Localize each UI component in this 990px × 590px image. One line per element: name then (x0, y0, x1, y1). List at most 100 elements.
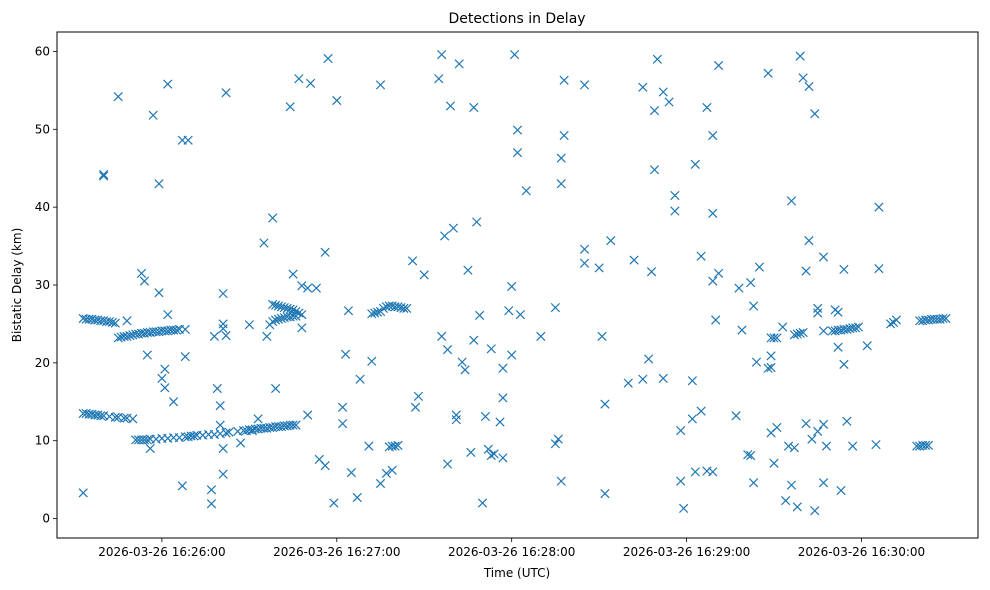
data-point (367, 309, 377, 319)
y-tick-label: 60 (35, 44, 50, 58)
x-tick-label: 2026-03-26 16:27:00 (273, 545, 400, 559)
data-point (842, 416, 852, 426)
data-point (206, 499, 217, 509)
data-point (746, 450, 756, 461)
data-point (413, 391, 424, 401)
data-point (597, 331, 607, 342)
data-point (145, 443, 155, 454)
data-point (658, 87, 668, 97)
data-point (763, 68, 773, 78)
data-point (390, 441, 400, 451)
data-point (606, 236, 616, 246)
data-point (472, 217, 482, 227)
data-point (786, 480, 797, 490)
data-point (410, 402, 421, 412)
data-point (690, 467, 700, 477)
data-point (512, 148, 523, 158)
data-point (646, 267, 657, 277)
data-point (407, 256, 418, 266)
data-point (189, 431, 199, 441)
data-point (498, 453, 508, 463)
data-point (139, 276, 150, 286)
data-point (687, 414, 697, 424)
data-point (218, 323, 228, 334)
data-point (795, 51, 805, 61)
data-point (763, 363, 773, 373)
data-point (445, 101, 456, 111)
data-point (268, 299, 278, 310)
data-point (734, 283, 744, 293)
data-point (853, 322, 864, 332)
data-point (474, 310, 485, 320)
data-point (180, 324, 190, 334)
data-point (340, 349, 351, 359)
data-point (737, 325, 747, 335)
data-point (218, 469, 228, 479)
data-point (148, 110, 158, 120)
data-point (370, 308, 380, 318)
plot-frame (56, 31, 979, 539)
data-point (466, 447, 476, 457)
data-point (273, 314, 284, 324)
data-point (393, 302, 403, 312)
data-point (221, 88, 231, 98)
data-point (804, 81, 814, 92)
data-point (833, 307, 843, 317)
data-point (113, 333, 123, 343)
data-point (460, 365, 470, 375)
data-point (804, 236, 814, 246)
data-point (291, 420, 301, 430)
data-point (670, 190, 680, 201)
data-point (652, 54, 663, 64)
data-point (367, 356, 377, 366)
data-point (498, 363, 508, 373)
data-point (781, 496, 791, 506)
data-point (218, 319, 228, 329)
data-point (171, 325, 182, 335)
data-point (448, 223, 459, 233)
data-point (748, 301, 759, 311)
data-point (818, 326, 829, 336)
data-point (142, 435, 152, 445)
data-point (270, 315, 281, 325)
data-point (160, 364, 170, 374)
data-point (676, 476, 686, 486)
x-tick-label: 2026-03-26 16:30:00 (798, 545, 925, 559)
data-point (504, 306, 514, 316)
data-point (253, 414, 263, 424)
data-point (268, 213, 278, 223)
x-axis: 2026-03-26 16:26:00 2026-03-26 16:27:00 20… (98, 538, 925, 559)
data-point (329, 498, 339, 508)
data-point (265, 320, 275, 330)
data-point (766, 362, 776, 373)
data-point (748, 478, 759, 488)
data-point (848, 441, 858, 451)
data-point (600, 489, 610, 499)
data-point (769, 458, 779, 468)
data-point (276, 313, 287, 324)
data-point (402, 303, 412, 313)
data-point (215, 420, 225, 430)
data-point (320, 247, 330, 257)
data-point (346, 467, 356, 478)
data-point (769, 333, 779, 343)
data-point (579, 258, 590, 268)
data-point (536, 331, 546, 342)
data-point (885, 319, 896, 329)
data-point (311, 283, 322, 293)
data-point (507, 350, 517, 360)
data-point (664, 97, 674, 107)
data-point (798, 73, 808, 83)
data-point (78, 488, 88, 498)
data-point (789, 330, 800, 340)
data-point (142, 350, 152, 360)
data-point (842, 324, 852, 334)
data-point (550, 439, 561, 449)
data-point (649, 165, 660, 175)
data-point (297, 323, 307, 333)
data-point (559, 75, 569, 85)
data-point (509, 49, 520, 60)
data-point (676, 425, 686, 436)
data-point (437, 331, 447, 342)
